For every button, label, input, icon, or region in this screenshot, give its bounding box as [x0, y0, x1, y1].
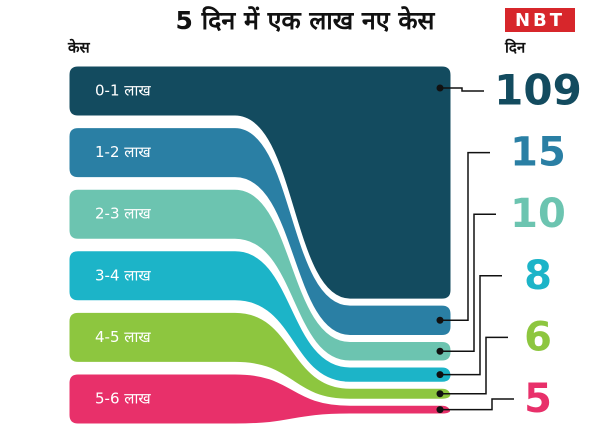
ribbon — [66, 371, 454, 427]
category-label: 2-3 लाख — [95, 205, 151, 223]
category-label: 1-2 लाख — [95, 143, 151, 161]
category-label: 4-5 लाख — [95, 328, 151, 346]
ribbon — [66, 186, 454, 364]
value-label: 10 — [510, 191, 566, 237]
ribbon — [66, 309, 454, 402]
ribbon — [66, 63, 454, 302]
ribbon — [66, 125, 454, 338]
leader-line — [440, 87, 484, 92]
value-label: 8 — [524, 253, 552, 299]
right-axis-label: दिन — [504, 39, 526, 57]
leader-line — [440, 213, 496, 352]
ribbon — [66, 248, 454, 385]
leader-line — [440, 398, 514, 411]
category-label: 3-4 लाख — [95, 266, 151, 284]
leader-line — [440, 336, 508, 395]
logo-box — [505, 8, 575, 32]
category-label: 0-1 लाख — [95, 82, 151, 100]
chart-title: 5 दिन में एक लाख नए केस — [176, 6, 436, 35]
leader-line — [440, 151, 490, 322]
logo: NBT — [515, 10, 565, 31]
value-label: 109 — [494, 66, 582, 115]
category-label: 5-6 लाख — [95, 390, 151, 408]
left-axis-label: केस — [67, 39, 91, 57]
value-label: 5 — [524, 376, 552, 422]
value-label: 15 — [510, 130, 566, 176]
value-label: 6 — [524, 314, 552, 360]
leader-line — [440, 275, 502, 376]
